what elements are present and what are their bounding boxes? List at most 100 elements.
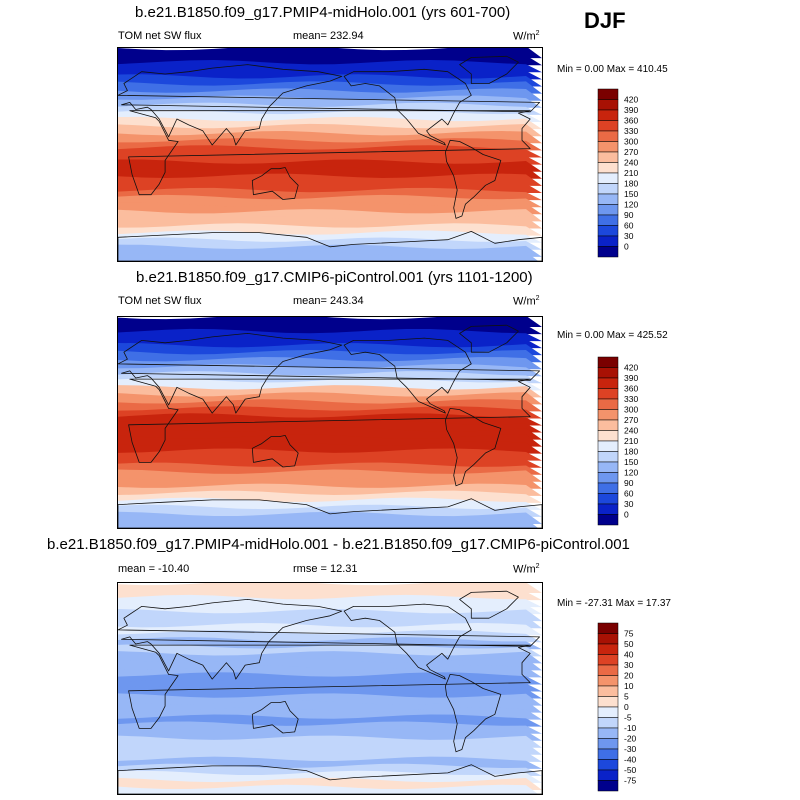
colorbar-tick-label: 360 — [624, 384, 638, 394]
colorbar-swatch — [597, 675, 619, 687]
colorbar-tick-label: -40 — [624, 755, 637, 765]
colorbar-swatch — [597, 204, 619, 216]
colorbar-tick-label: 60 — [624, 489, 634, 499]
field-band — [118, 763, 542, 776]
field-band — [118, 74, 542, 87]
colorbar-swatch — [597, 88, 619, 100]
colorbar-swatch — [597, 246, 619, 258]
colorbar-swatch — [597, 727, 619, 739]
colorbar-swatch — [597, 419, 619, 431]
panel3-mean: mean = -10.40 — [118, 563, 190, 575]
antarctica-outline — [118, 498, 542, 528]
panel1-map-svg — [118, 48, 542, 261]
antarctica-outline — [118, 764, 542, 794]
panel3-rmse: rmse = 12.31 — [293, 563, 358, 575]
colorbar-swatch — [597, 440, 619, 452]
colorbar-swatch — [597, 193, 619, 205]
colorbar-tick-label: 240 — [624, 426, 638, 436]
colorbar-tick-label: 0 — [624, 242, 629, 252]
panel2-units: W/m2 — [513, 295, 540, 308]
field-band — [118, 116, 542, 130]
colorbar-swatch — [597, 109, 619, 121]
colorbar-tick-label: 30 — [624, 231, 634, 241]
field-band — [118, 123, 542, 137]
colorbar-tick-label: 90 — [624, 478, 634, 488]
field-band — [118, 608, 542, 622]
field-band — [118, 518, 539, 528]
field-band — [118, 651, 542, 664]
colorbar-swatch — [597, 130, 619, 142]
colorbar-swatch — [597, 99, 619, 111]
colorbar-swatch — [597, 367, 619, 379]
colorbar-swatch — [597, 377, 619, 389]
colorbar-tick-label: 300 — [624, 405, 638, 415]
colorbar-swatch — [597, 398, 619, 410]
panel3-min-max: Min = -27.31 Max = 17.37 — [557, 598, 671, 609]
colorbar-tick-label: -75 — [624, 776, 637, 786]
colorbar-tick-label: 10 — [624, 681, 634, 691]
field-band — [118, 679, 542, 692]
colorbar-tick-label: 210 — [624, 168, 638, 178]
field-band — [118, 784, 538, 794]
eurasia-outline — [118, 598, 541, 680]
colorbar-tick-label: 270 — [624, 147, 638, 157]
colorbar-swatch — [597, 183, 619, 195]
colorbar-tick-label: 75 — [624, 629, 634, 639]
field-band — [118, 735, 542, 748]
colorbar-swatch — [597, 738, 619, 750]
colorbar-swatch — [597, 706, 619, 718]
colorbar-swatch — [597, 225, 619, 237]
field-band — [118, 420, 542, 433]
field-band — [118, 455, 542, 468]
colorbar-swatch — [597, 748, 619, 760]
colorbar-swatch — [597, 664, 619, 676]
colorbar-swatch — [597, 388, 619, 400]
field-band — [118, 152, 542, 165]
north-america-outline — [343, 68, 472, 146]
colorbar-tick-label: 330 — [624, 126, 638, 136]
colorbar-swatch — [597, 643, 619, 655]
colorbar-tick-label: 90 — [624, 210, 634, 220]
africa-outline — [128, 644, 531, 729]
colorbar-tick-label: 120 — [624, 468, 638, 478]
colorbar-swatch — [597, 759, 619, 771]
colorbar-tick-label: 5 — [624, 692, 629, 702]
colorbar-tick-label: 0 — [624, 702, 629, 712]
australia-outline — [251, 701, 299, 734]
field-band — [118, 770, 542, 783]
colorbar-swatch — [597, 482, 619, 494]
colorbar-swatch — [597, 214, 619, 226]
colorbar-swatch — [597, 493, 619, 505]
colorbar-tick-label: 240 — [624, 158, 638, 168]
colorbar-swatch — [597, 172, 619, 184]
panel2-map — [117, 316, 543, 529]
panel1-title: b.e21.B1850.f09_g17.PMIP4-midHolo.001 (y… — [135, 4, 511, 21]
colorbar-tick-label: 180 — [624, 179, 638, 189]
colorbar-tick-label: 30 — [624, 499, 634, 509]
colorbar-swatch — [597, 151, 619, 163]
colorbar-swatch — [597, 780, 619, 792]
panel3-map — [117, 582, 543, 795]
panel2-min-max: Min = 0.00 Max = 425.52 — [557, 330, 668, 341]
colorbar-swatch — [597, 717, 619, 729]
field-band — [118, 462, 542, 475]
south-america-outline — [444, 674, 502, 753]
colorbar-swatch — [597, 503, 619, 515]
north-america-outline — [343, 337, 472, 414]
panel3-colorbar: 75 50 40 30 20 10 5 0 -5 -10 -20 -30 -40 -50 -75 — [597, 622, 658, 793]
panel3-map-svg — [118, 583, 542, 794]
colorbar-swatch — [597, 162, 619, 174]
field-band — [118, 251, 539, 261]
colorbar-swatch — [597, 120, 619, 132]
field-band — [118, 594, 542, 608]
greenland-outline — [459, 324, 519, 353]
field-band — [118, 427, 542, 440]
colorbar-tick-label: 210 — [624, 436, 638, 446]
field-band — [118, 721, 542, 734]
field-band — [118, 342, 542, 356]
colorbar-tick-label: -10 — [624, 723, 637, 733]
field-band — [118, 728, 542, 741]
field-band — [118, 378, 542, 391]
panel3-units: W/m2 — [513, 563, 540, 576]
colorbar-tick-label: 360 — [624, 116, 638, 126]
